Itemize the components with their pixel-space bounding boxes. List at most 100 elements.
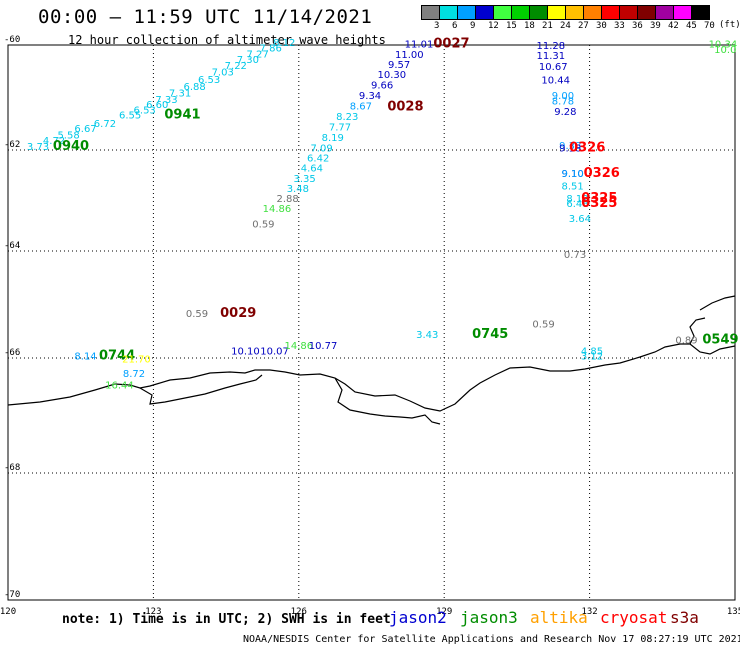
wave-height-value: 11.01	[405, 40, 434, 51]
pass-time-label: 0325	[581, 196, 617, 211]
wave-height-value: 6.55	[119, 111, 141, 122]
wave-height-value: 6.53	[134, 105, 156, 116]
wave-height-value: 9.28	[554, 107, 576, 118]
satellite-jason2: jason2	[389, 608, 447, 627]
legend-stop-label: 30	[596, 21, 607, 31]
wave-height-value: 7.27	[246, 50, 268, 61]
pass-time-label: 0745	[472, 327, 508, 342]
pass-time-label: 0326	[584, 166, 620, 181]
wave-height-value: 8.51	[562, 181, 584, 192]
pass-time-label: 0940	[53, 139, 89, 154]
wave-height-value: 4.72	[43, 136, 65, 147]
wave-height-value: 9.34	[359, 91, 381, 102]
legend-stop-label: 24	[560, 21, 571, 31]
wave-height-value: 10.44	[541, 75, 570, 86]
wave-height-value: 6.88	[183, 82, 205, 93]
satellite-s3a: s3a	[670, 608, 699, 627]
satellite-cryosat: cryosat	[600, 608, 668, 627]
wave-height-value: 14.86	[263, 204, 292, 215]
wave-height-value: 8.23	[336, 112, 358, 123]
satellite-jason3: jason3	[460, 608, 518, 627]
legend-stop-label: 36	[632, 21, 643, 31]
wave-height-value: 3.64	[569, 214, 591, 225]
pass-time-label: 0744	[99, 349, 135, 364]
wave-height-value: 6.48	[566, 199, 588, 210]
lat-label: -66	[4, 348, 20, 358]
pass-time-label: 0549	[702, 333, 738, 348]
wave-height-value: 9.10	[562, 169, 584, 180]
wave-height-value: 3.48	[287, 184, 309, 195]
pass-time-label: 0028	[387, 100, 423, 115]
lat-lon-grid	[7, 44, 736, 601]
wave-height-value: 8.72	[123, 369, 145, 380]
lat-label: -70	[4, 590, 20, 600]
credit-line: NOAA/NESDIS Center for Satellite Applica…	[243, 634, 740, 645]
wave-height-value: 3.73	[27, 142, 49, 153]
wave-height-value: 0.59	[252, 219, 274, 230]
wave-height-value: 5.58	[57, 130, 79, 141]
legend-stop-label: 45	[686, 21, 697, 31]
wave-height-value: 0.89	[675, 336, 697, 347]
wave-height-value: 10.07	[260, 346, 289, 357]
wave-height-value: 10.34	[709, 40, 738, 51]
lat-label: -68	[4, 463, 20, 473]
coast-inlet-mid	[334, 377, 441, 425]
wave-height-value: 7.77	[329, 123, 351, 134]
pass-time-label: 0029	[220, 306, 256, 321]
pass-time-label: 0326	[569, 141, 605, 156]
coast-inlet-left	[139, 374, 263, 405]
wave-height-value: 6.53	[198, 75, 220, 86]
wave-height-observations: 8.127.867.277.307.227.036.536.887.317.33…	[27, 37, 739, 392]
lat-label: -60	[4, 35, 20, 45]
wave-height-value: 10.30	[378, 70, 407, 81]
legend-unit: (ft)	[719, 20, 740, 30]
legend-stop-label: 33	[614, 21, 625, 31]
wave-height-value: 7.86	[260, 43, 282, 54]
wave-height-value: 0.59	[186, 309, 208, 320]
pass-time-label: 0325	[581, 191, 617, 206]
wave-height-value: 7.33	[155, 95, 177, 106]
legend-stop-label: 70	[704, 21, 715, 31]
wave-height-value: 14.86	[284, 341, 313, 352]
wave-height-value: 8.19	[322, 133, 344, 144]
antarctic-coastline	[7, 343, 736, 412]
wave-height-value: 10.67	[539, 62, 568, 73]
legend-stop-label: 21	[542, 21, 553, 31]
legend-stop-label: 42	[668, 21, 679, 31]
footnote: note: 1) Time is in UTC; 2) SWH is in fe…	[62, 612, 391, 627]
lon-label: 120	[0, 607, 16, 617]
wave-height-value: 8.12	[566, 194, 588, 205]
lat-label: -64	[4, 241, 20, 251]
legend-stop-label: 6	[452, 21, 458, 31]
legend-stop-label: 27	[578, 21, 589, 31]
wave-height-value: 11.28	[537, 41, 566, 52]
wave-height-value: 8.14	[74, 352, 96, 363]
lon-label: 129	[436, 607, 452, 617]
wave-height-value: 6.60	[146, 100, 168, 111]
legend-stop-label: 3	[434, 21, 440, 31]
wave-height-value: 7.09	[310, 144, 332, 155]
color-scale-legend	[421, 5, 710, 20]
wave-height-value: 9.57	[388, 60, 410, 71]
wave-height-value: 0.59	[532, 320, 554, 331]
wave-height-value: 16.44	[105, 380, 134, 391]
lon-label: 126	[291, 607, 307, 617]
wave-height-value: 8.78	[552, 96, 574, 107]
wave-height-value: 0.73	[564, 250, 586, 261]
wave-height-value: 11.00	[395, 50, 424, 61]
wave-height-value: 2.88	[277, 194, 299, 205]
pass-time-label: 0027	[433, 37, 469, 52]
wave-height-value: 7.31	[169, 88, 191, 99]
longitude-labels: 120 123 126 129 132 135	[0, 607, 740, 617]
wave-height-value: 4.85	[581, 346, 603, 357]
wave-height-value: 11.31	[537, 51, 566, 62]
legend-stop-label: 15	[506, 21, 517, 31]
wave-height-value: 9.38	[559, 141, 581, 152]
wave-height-value: 9.10	[562, 169, 584, 180]
wave-height-value: 9.18	[559, 144, 581, 155]
latitude-labels: -60 -62 -64 -66 -68 -70	[4, 35, 20, 600]
wave-height-value: 9.00	[552, 91, 574, 102]
lat-label: -62	[4, 140, 20, 150]
wave-height-value: 7.22	[225, 61, 247, 72]
